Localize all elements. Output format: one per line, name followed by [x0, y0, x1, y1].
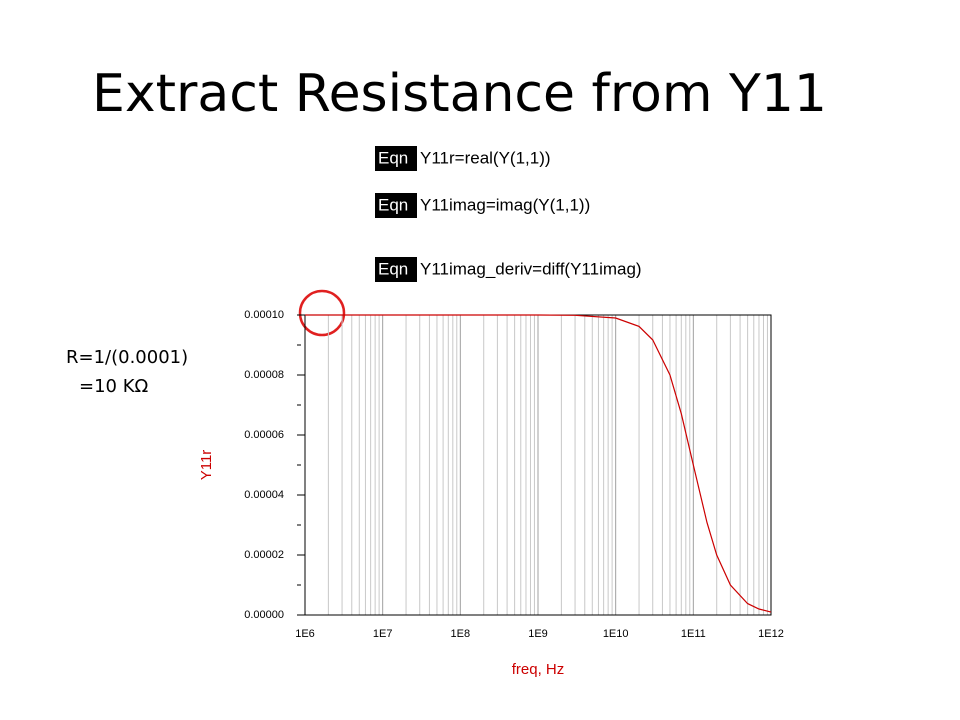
eqn-tag: Eqn	[378, 259, 408, 278]
eqn-tag: Eqn	[378, 148, 408, 167]
y-tick-label: 0.00010	[244, 309, 284, 321]
eqn-tag: Eqn	[378, 195, 408, 214]
eqn-text: Y11r=real(Y(1,1))	[420, 148, 551, 167]
highlight-circle	[298, 289, 346, 337]
eqn-box	[375, 146, 417, 171]
x-tick-label: 1E12	[758, 628, 784, 640]
x-axis-label: freq, Hz	[512, 661, 565, 678]
y-axis-label: Y11r	[198, 450, 215, 481]
x-tick-label: 1E8	[451, 628, 471, 640]
y-tick-label: 0.00002	[244, 549, 284, 561]
x-tick-label: 1E6	[295, 628, 315, 640]
eqn-box	[375, 193, 417, 218]
y-tick-label: 0.00000	[244, 609, 284, 621]
eqn-text: Y11imag=imag(Y(1,1))	[420, 195, 590, 214]
x-tick-label: 1E7	[373, 628, 393, 640]
x-tick-label: 1E10	[603, 628, 629, 640]
slide-title: Extract Resistance from Y11	[92, 64, 827, 124]
data-line	[305, 314, 772, 613]
x-tick-label: 1E9	[528, 628, 548, 640]
x-tick-label: 1E11	[681, 628, 706, 640]
eqn-box	[375, 257, 417, 282]
annotation: =10 KΩ	[79, 376, 149, 397]
annotation: R=1/(0.0001)	[66, 347, 188, 368]
y-tick-label: 0.00008	[244, 369, 284, 381]
y-tick-label: 0.00006	[244, 429, 284, 441]
eqn-text: Y11imag_deriv=diff(Y11imag)	[420, 259, 642, 278]
y-tick-label: 0.00004	[244, 489, 284, 501]
